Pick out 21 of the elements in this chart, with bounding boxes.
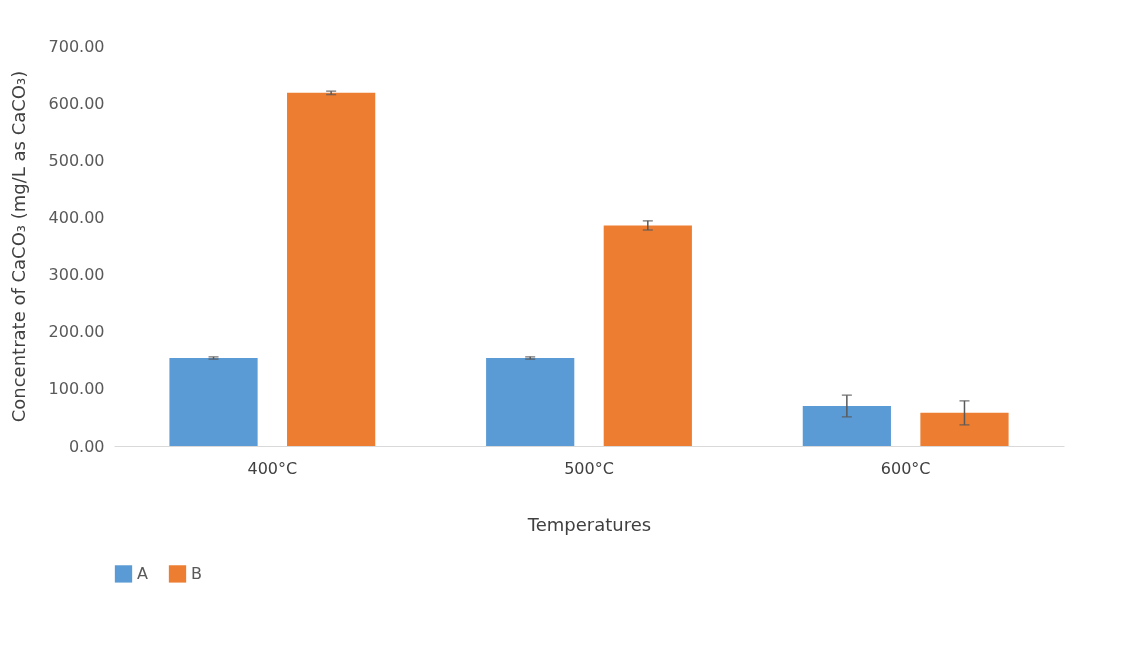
y-tick-label: 700.00 [48,36,105,56]
y-tick-label: 400.00 [48,207,105,227]
y-tick-label: 200.00 [48,322,105,342]
x-tick-label: 600°C [880,458,931,478]
x-tick-label: 500°C [564,458,614,478]
bar [802,406,891,446]
x-axis-title: Temperatures [526,513,652,535]
legend-label: A [137,563,148,583]
bar [603,225,692,446]
y-tick-label: 500.00 [48,150,105,170]
bar [287,92,376,446]
bar [486,358,575,446]
legend-label: B [191,563,202,583]
bar [169,358,258,446]
x-tick-label: 400°C [247,458,298,478]
y-axis-title: Concentrate of CaCO₃ (mg/L as CaCO₃) [7,70,29,423]
y-tick-label: 100.00 [48,379,105,399]
bar [920,412,1009,446]
y-tick-label: 300.00 [48,265,105,285]
y-tick-label: 0.00 [68,436,105,456]
y-tick-label: 600.00 [48,93,105,113]
